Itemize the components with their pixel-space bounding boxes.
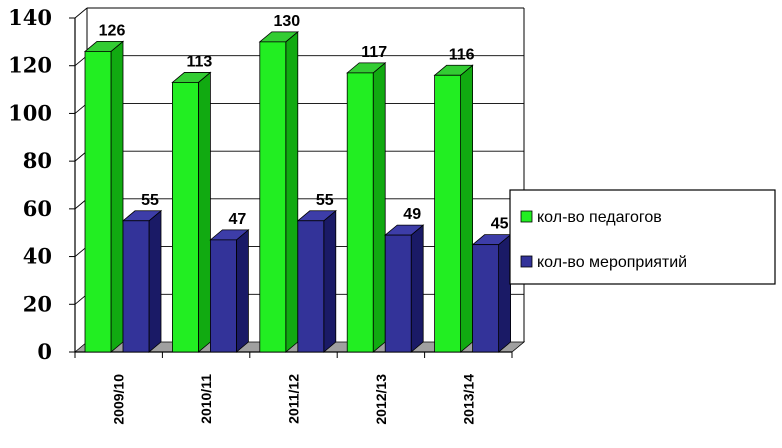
legend-swatch-events [520, 255, 533, 268]
legend-label-teachers: кол-во педагогов [537, 209, 662, 226]
y-tick-label: 60 [23, 196, 52, 221]
data-label: 45 [491, 216, 509, 233]
x-axis-tick-labels: 2009/10 2010/11 2011/12 2012/13 2013/14 [74, 352, 513, 425]
legend-swatch-teachers [520, 210, 533, 223]
bar-teachers [259, 41, 287, 353]
data-label: 55 [141, 192, 159, 209]
x-tick-label: 2010/11 [198, 374, 214, 424]
data-label: 49 [403, 206, 421, 223]
data-label: 126 [99, 22, 126, 39]
y-tick-label: 0 [37, 339, 52, 364]
x-tick-label: 2011/12 [286, 374, 302, 424]
bar-events [472, 244, 500, 353]
x-tick-label: 2012/13 [373, 374, 389, 425]
data-labels: 126 55 113 47 130 55 117 49 116 45 [99, 13, 509, 233]
bar-teachers-side [197, 71, 211, 353]
bars [83, 31, 512, 353]
bar-events [122, 220, 150, 353]
bar-teachers [346, 72, 374, 353]
y-tick-label: 120 [8, 53, 52, 78]
y-tick-label: 100 [8, 100, 52, 125]
bar-teachers [84, 51, 112, 353]
bar-events [209, 239, 237, 353]
x-tick-label: 2013/14 [460, 374, 476, 425]
data-label: 55 [316, 192, 334, 209]
bar-events [297, 220, 325, 353]
bar-teachers-side [285, 31, 299, 353]
bar-events-side [323, 209, 337, 353]
bar-events [384, 234, 412, 353]
y-tick-label: 140 [8, 5, 52, 30]
y-tick-label: 80 [23, 148, 52, 173]
y-tick-label: 20 [23, 291, 52, 316]
data-label: 130 [273, 13, 300, 30]
x-tick-label: 2009/10 [111, 374, 127, 425]
y-axis-tick-labels: 0 20 40 60 80 100 120 140 [8, 5, 75, 364]
bar-teachers-side [460, 64, 474, 353]
data-label: 117 [361, 44, 387, 61]
data-label: 116 [449, 46, 475, 63]
bar-events-side [148, 209, 162, 353]
legend-label-events: кол-во мероприятий [537, 254, 687, 271]
bar-events-side [410, 224, 424, 353]
bar-teachers [434, 74, 462, 353]
bar-teachers-side [110, 40, 124, 353]
bar-teachers-side [372, 62, 386, 353]
y-tick-label: 40 [23, 244, 52, 269]
data-label: 113 [186, 53, 212, 70]
bar-teachers [171, 82, 199, 353]
bar-events-side [498, 233, 512, 353]
bar-events-side [235, 229, 249, 353]
data-label: 47 [229, 211, 247, 228]
gridline-diagonal [74, 7, 88, 19]
legend: кол-во педагогов кол-во мероприятий [509, 189, 776, 285]
legend-box [509, 189, 776, 285]
